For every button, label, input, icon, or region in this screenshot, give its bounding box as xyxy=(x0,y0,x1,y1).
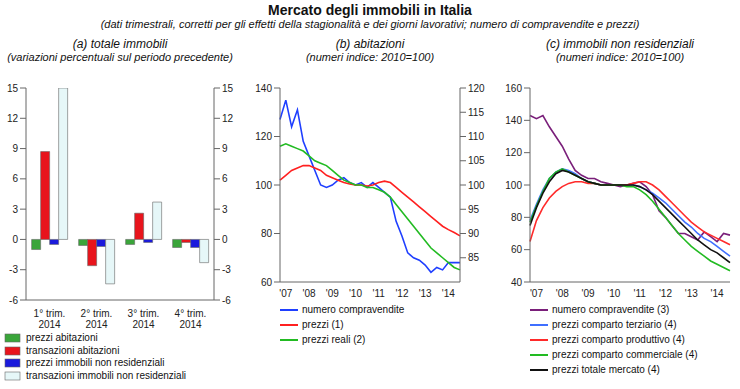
html-text:(variazioni percentuali sul pe: (variazioni percentuali sul periodo prec… xyxy=(7,51,233,63)
html-text:transazioni abitazioni: transazioni abitazioni xyxy=(26,344,120,356)
html-text:prezzi reali (2): prezzi reali (2) xyxy=(302,334,366,345)
html-text:numero compravendite (3): numero compravendite (3) xyxy=(552,304,670,315)
html-text:prezzi comparto terziario (4): prezzi comparto terziario (4) xyxy=(552,319,677,330)
svg-text:105: 105 xyxy=(468,155,485,166)
svg-text:6: 6 xyxy=(12,173,18,184)
svg-text:'10: '10 xyxy=(349,288,362,299)
svg-text:90: 90 xyxy=(468,228,480,239)
svg-text:0: 0 xyxy=(222,234,228,245)
svg-text:6: 6 xyxy=(222,173,228,184)
svg-text:'10: '10 xyxy=(607,288,620,299)
svg-text:-3: -3 xyxy=(222,264,231,275)
html-text:Mercato degli immobili in Ital: Mercato degli immobili in Italia xyxy=(268,2,472,18)
svg-text:60: 60 xyxy=(261,277,273,288)
svg-text:'14: '14 xyxy=(442,288,455,299)
html-text:prezzi immobili non residenzia: prezzi immobili non residenziali xyxy=(26,357,165,368)
svg-text:85: 85 xyxy=(468,252,480,263)
html-text:(c) immobili non residenziali: (c) immobili non residenziali xyxy=(546,37,694,51)
svg-text:'14: '14 xyxy=(711,288,724,299)
svg-text:'12: '12 xyxy=(395,288,408,299)
svg-text:12: 12 xyxy=(8,113,18,124)
svg-text:'08: '08 xyxy=(556,288,569,299)
svg-text:3: 3 xyxy=(222,204,228,215)
html-text:(dati trimestrali, corretti pe: (dati trimestrali, corretti per gli effe… xyxy=(100,18,640,30)
svg-text:-6: -6 xyxy=(9,295,18,306)
html-text:prezzi (1): prezzi (1) xyxy=(302,319,344,330)
svg-text:95: 95 xyxy=(468,204,480,215)
svg-text:'13: '13 xyxy=(685,288,698,299)
svg-text:60: 60 xyxy=(511,244,523,255)
svg-text:40: 40 xyxy=(511,277,523,288)
svg-text:100: 100 xyxy=(468,180,485,191)
html-text:prezzi comparto produttivo (4): prezzi comparto produttivo (4) xyxy=(552,334,685,345)
svg-text:0: 0 xyxy=(12,234,18,245)
svg-text:'11: '11 xyxy=(373,288,386,299)
svg-text:12: 12 xyxy=(222,113,234,124)
svg-text:'09: '09 xyxy=(326,288,339,299)
svg-text:3: 3 xyxy=(12,204,18,215)
svg-text:-6: -6 xyxy=(222,295,231,306)
html-text:prezzi comparto commerciale (4: prezzi comparto commerciale (4) xyxy=(552,349,698,360)
svg-text:100: 100 xyxy=(505,180,522,191)
html-text:numero compravendite: numero compravendite xyxy=(302,304,405,315)
svg-text:-3: -3 xyxy=(9,264,18,275)
html-text:(a) totale immobili: (a) totale immobili xyxy=(72,37,168,51)
svg-text:120: 120 xyxy=(255,131,272,142)
svg-text:15: 15 xyxy=(222,83,234,94)
svg-text:80: 80 xyxy=(261,228,273,239)
svg-text:4° trim.2014: 4° trim.2014 xyxy=(175,308,207,330)
svg-text:160: 160 xyxy=(505,83,522,94)
svg-text:2° trim.2014: 2° trim.2014 xyxy=(81,308,113,330)
svg-text:1° trim.2014: 1° trim.2014 xyxy=(34,308,66,330)
svg-text:120: 120 xyxy=(468,83,485,94)
svg-text:'08: '08 xyxy=(303,288,316,299)
html-text:(b) abitazioni: (b) abitazioni xyxy=(335,37,405,51)
svg-text:9: 9 xyxy=(12,143,18,154)
svg-text:'07: '07 xyxy=(530,288,543,299)
svg-text:'09: '09 xyxy=(582,288,595,299)
svg-text:140: 140 xyxy=(505,115,522,126)
svg-text:'12: '12 xyxy=(659,288,672,299)
svg-text:120: 120 xyxy=(505,147,522,158)
html-text:prezzi totale mercato (4): prezzi totale mercato (4) xyxy=(552,364,660,375)
svg-text:3° trim.2014: 3° trim.2014 xyxy=(128,308,160,330)
svg-text:80: 80 xyxy=(511,212,523,223)
svg-text:'07: '07 xyxy=(279,288,292,299)
html-text:transazioni immobili non resid: transazioni immobili non residenziali xyxy=(26,369,187,381)
svg-text:100: 100 xyxy=(255,180,272,191)
svg-text:115: 115 xyxy=(468,107,484,118)
html-text:(numeri indice: 2010=100): (numeri indice: 2010=100) xyxy=(555,51,684,63)
html-text:prezzi abitazioni: prezzi abitazioni xyxy=(26,332,98,343)
html-text:(numeri indice: 2010=100): (numeri indice: 2010=100) xyxy=(305,51,434,63)
svg-text:140: 140 xyxy=(255,83,272,94)
svg-text:'13: '13 xyxy=(419,288,432,299)
svg-text:110: 110 xyxy=(468,131,484,142)
svg-text:15: 15 xyxy=(8,83,18,94)
svg-text:9: 9 xyxy=(222,143,228,154)
svg-text:'11: '11 xyxy=(634,288,647,299)
